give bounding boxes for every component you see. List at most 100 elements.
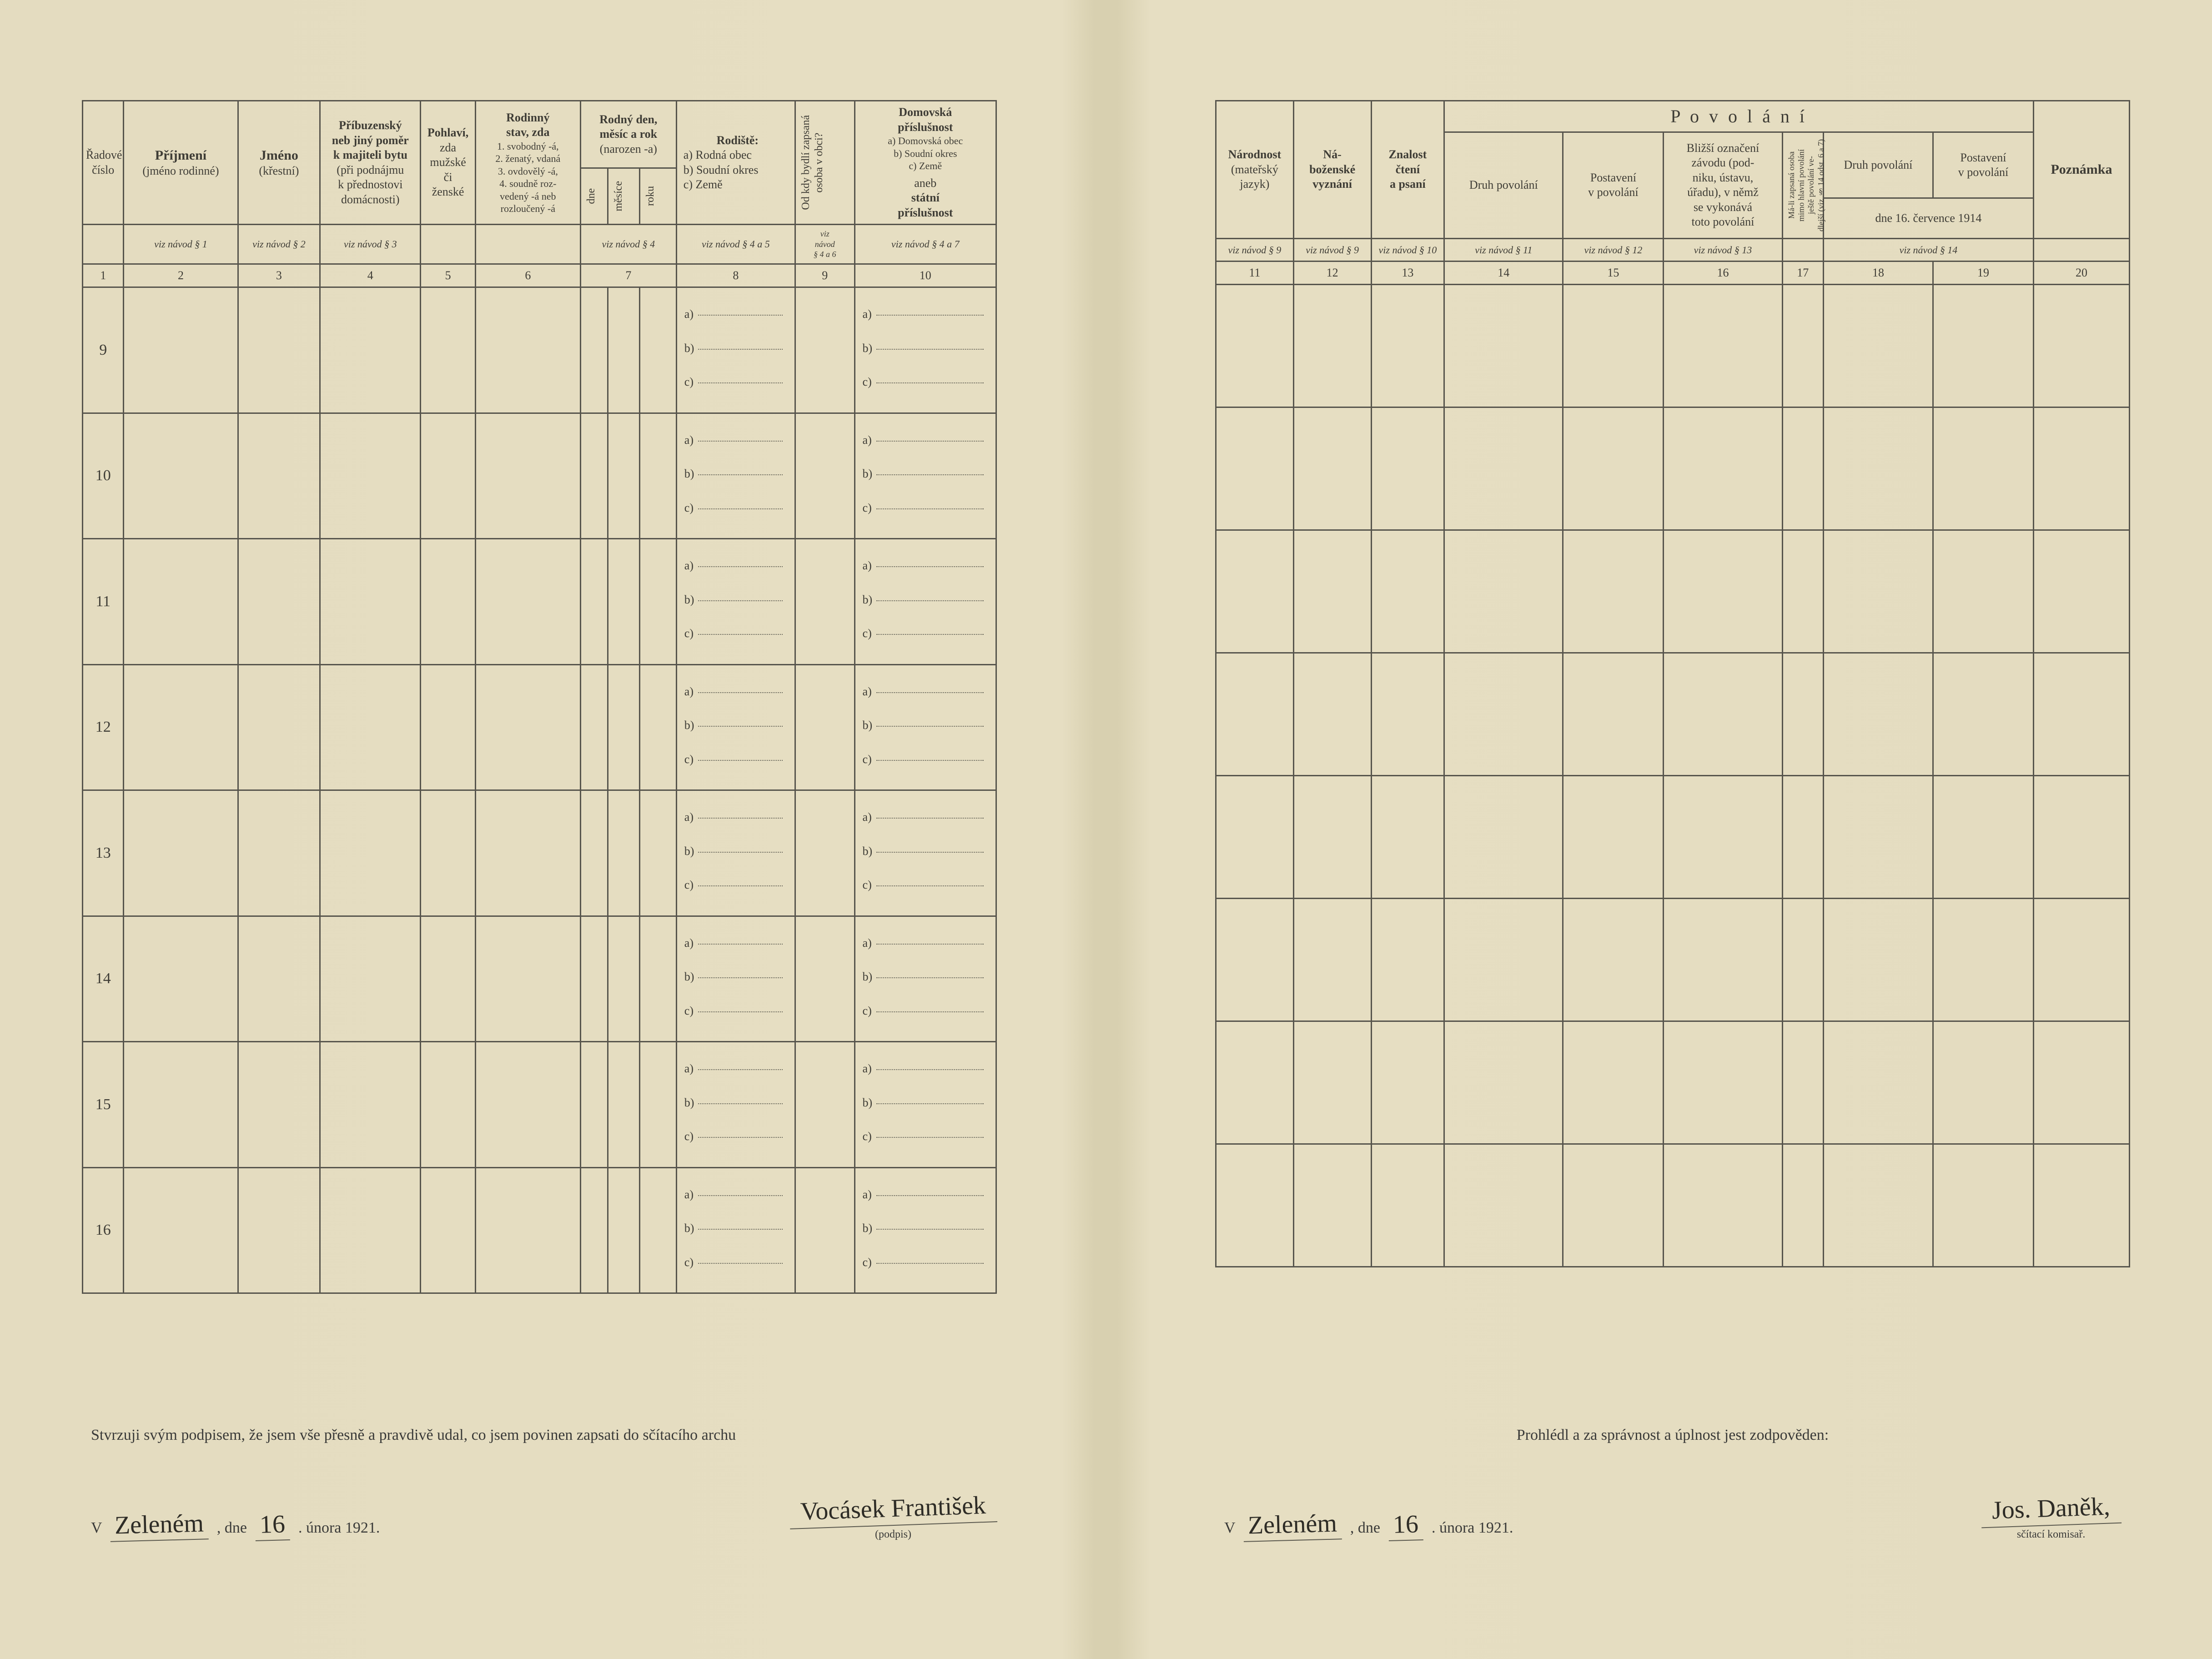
ref-5: [421, 225, 476, 264]
table-cell: [421, 790, 476, 916]
census-sheet: Řadové číslo Příjmení (jméno rodinné) Jm…: [0, 0, 2212, 1659]
hdr-c15: Postavení v povolání: [1563, 132, 1664, 239]
table-cell: [475, 790, 580, 916]
table-cell: [2033, 407, 2129, 530]
table-cell-abc: a)b)c): [676, 413, 795, 539]
table-cell: [1823, 530, 1933, 653]
table-cell-abc: a)b)c): [676, 539, 795, 665]
ref-9: viz návod § 4 a 6: [795, 225, 855, 264]
table-cell: [421, 1167, 476, 1293]
table-cell: [608, 664, 640, 790]
hdr-c8-a: a) Rodná obec: [684, 148, 792, 163]
table-cell: [1371, 1021, 1444, 1144]
table-cell: [1371, 1144, 1444, 1267]
hdr-c16: Bližší označení závodu (pod- niku, ústav…: [1664, 132, 1782, 239]
table-cell: [1782, 776, 1823, 899]
right-table: Národnost (mateřský jazyk) Ná- boženské …: [1215, 100, 2130, 1267]
table-cell: [1782, 407, 1823, 530]
left-footer: Stvrzuji svým podpisem, že jsem vše přes…: [91, 1427, 997, 1541]
table-cell: [1782, 899, 1823, 1021]
table-cell: [421, 539, 476, 665]
table-cell: [124, 413, 238, 539]
num-row-right: 11 12 13 14 15 16 17 18 19 20: [1216, 261, 2130, 285]
right-body: [1216, 285, 2130, 1267]
right-footer-place-block: V Zeleném , dne 16 . února 1921.: [1224, 1510, 1513, 1541]
ref-2: viz návod § 1: [124, 225, 238, 264]
rnum-19: 19: [1933, 261, 2033, 285]
rnum-20: 20: [2033, 261, 2129, 285]
left-sig-block: Vocásek František (podpis): [789, 1494, 997, 1541]
table-cell: [238, 1167, 320, 1293]
hdr-c1: Řadové číslo: [83, 101, 124, 225]
table-row: 10a)b)c)a)b)c): [83, 413, 996, 539]
table-cell: [320, 1167, 421, 1293]
table-row: 16a)b)c)a)b)c): [83, 1167, 996, 1293]
table-cell: [1293, 776, 1371, 899]
table-cell: [580, 413, 608, 539]
hdr-c11-sub: (mateřský jazyk): [1219, 162, 1290, 192]
table-cell: [1563, 653, 1664, 776]
table-cell: [1664, 1144, 1782, 1267]
left-signature: Vocásek František: [789, 1490, 997, 1529]
table-cell: [795, 916, 855, 1042]
table-cell: [795, 664, 855, 790]
table-cell: [1933, 1144, 2033, 1267]
hdr-c3: Jméno (křestní): [238, 101, 320, 225]
table-cell: [2033, 1144, 2129, 1267]
rref-11: viz návod § 9: [1216, 238, 1294, 261]
num-1: 1: [83, 264, 124, 287]
table-cell: [1823, 1144, 1933, 1267]
right-footer-statement: Prohlédl a za správnost a úplnost jest z…: [1224, 1427, 2121, 1444]
table-cell: [795, 287, 855, 413]
left-footer-day: 16: [255, 1509, 291, 1541]
table-cell: [1293, 899, 1371, 1021]
left-table: Řadové číslo Příjmení (jméno rodinné) Jm…: [82, 100, 997, 1294]
rref-13: viz návod § 10: [1371, 238, 1444, 261]
table-cell: [1444, 776, 1563, 899]
table-cell: [1933, 653, 2033, 776]
left-footer-v: V: [91, 1519, 102, 1536]
hdr-povolani: P o v o l á n í: [1444, 101, 2034, 132]
table-cell: [1293, 285, 1371, 407]
table-cell: [640, 539, 676, 665]
table-cell: [608, 1167, 640, 1293]
rnum-13: 13: [1371, 261, 1444, 285]
table-cell-abc: a)b)c): [855, 539, 996, 665]
hdr-c2: Příjmení (jméno rodinné): [124, 101, 238, 225]
table-row: 15a)b)c)a)b)c): [83, 1042, 996, 1168]
num-9: 9: [795, 264, 855, 287]
table-row: 11a)b)c)a)b)c): [83, 539, 996, 665]
table-cell: [1664, 653, 1782, 776]
table-cell: [1444, 1144, 1563, 1267]
table-cell: [580, 287, 608, 413]
rnum-18: 18: [1823, 261, 1933, 285]
table-cell: [608, 287, 640, 413]
hdr-c6-sub: 1. svobodný -á, 2. ženatý, vdaná 3. ovdo…: [479, 140, 577, 215]
table-cell: [1664, 285, 1782, 407]
table-cell: [640, 287, 676, 413]
table-cell: [124, 916, 238, 1042]
table-cell: [1563, 285, 1664, 407]
table-cell: [1293, 407, 1371, 530]
ref-10: viz návod § 4 a 7: [855, 225, 996, 264]
table-cell: [1664, 776, 1782, 899]
rref-15: viz návod § 12: [1563, 238, 1664, 261]
hdr-c10: Domovská příslušnost a) Domovská obec b)…: [855, 101, 996, 225]
table-cell: [608, 790, 640, 916]
table-cell: [1444, 530, 1563, 653]
hdr-c3-title: Jméno: [241, 147, 317, 164]
left-footer-place-block: V Zeleném , dne 16 . února 1921.: [91, 1510, 380, 1541]
table-cell: [124, 664, 238, 790]
table-cell: [1563, 1144, 1664, 1267]
table-cell: [1216, 285, 1294, 407]
left-footer-line: V Zeleném , dne 16 . února 1921. Vocásek…: [91, 1494, 997, 1541]
table-cell: [421, 664, 476, 790]
table-cell: [320, 287, 421, 413]
table-cell: [1823, 776, 1933, 899]
table-cell: [475, 413, 580, 539]
table-cell-abc: a)b)c): [676, 1167, 795, 1293]
right-footer: Prohlédl a za správnost a úplnost jest z…: [1224, 1427, 2121, 1541]
table-cell: [124, 1167, 238, 1293]
table-cell: [1563, 407, 1664, 530]
hdr-c7-dne-t: dne: [584, 186, 599, 207]
